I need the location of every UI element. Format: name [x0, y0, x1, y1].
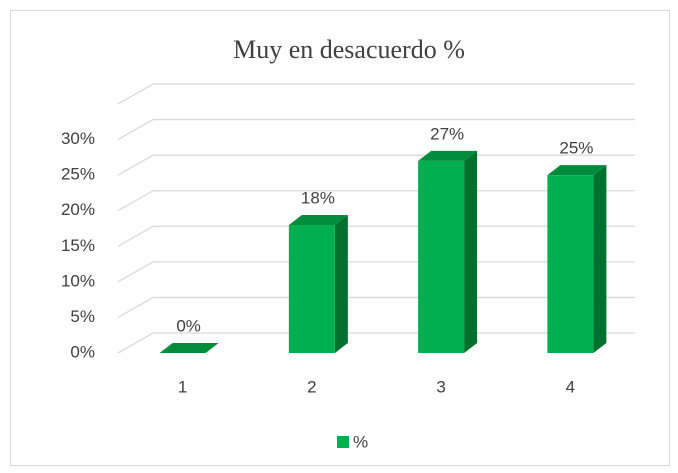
bar-side: [593, 165, 607, 353]
grid-line: [117, 118, 635, 141]
bar-side: [334, 214, 348, 353]
chart-title: Muy en desacuerdo %: [233, 35, 465, 64]
bar-top: [418, 150, 478, 161]
bar-top: [159, 343, 219, 353]
x-tick-label: 2: [307, 377, 316, 396]
bar-top: [288, 214, 348, 225]
x-tick-label: 1: [178, 377, 187, 396]
y-tick-label: 0%: [70, 342, 95, 361]
bar-top: [547, 165, 607, 176]
legend-label: %: [353, 432, 368, 451]
x-tick-label: 3: [436, 377, 445, 396]
grid-line: [117, 83, 635, 105]
y-tick-label: 10%: [61, 271, 95, 290]
y-tick-label: 25%: [61, 165, 95, 184]
y-tick-label: 5%: [70, 307, 95, 326]
y-tick-label: 20%: [61, 200, 95, 219]
bar: [547, 175, 594, 353]
bar: [288, 224, 335, 353]
value-label: 25%: [559, 139, 593, 158]
value-label: 18%: [301, 188, 335, 207]
x-tick-label: 4: [566, 377, 575, 396]
bar: [418, 160, 465, 353]
value-label: 27%: [430, 124, 464, 143]
legend-swatch: [337, 436, 349, 448]
y-tick-label: 30%: [61, 129, 95, 148]
value-label: 0%: [176, 316, 201, 335]
y-tick-label: 15%: [61, 236, 95, 255]
bar-side: [464, 150, 478, 353]
